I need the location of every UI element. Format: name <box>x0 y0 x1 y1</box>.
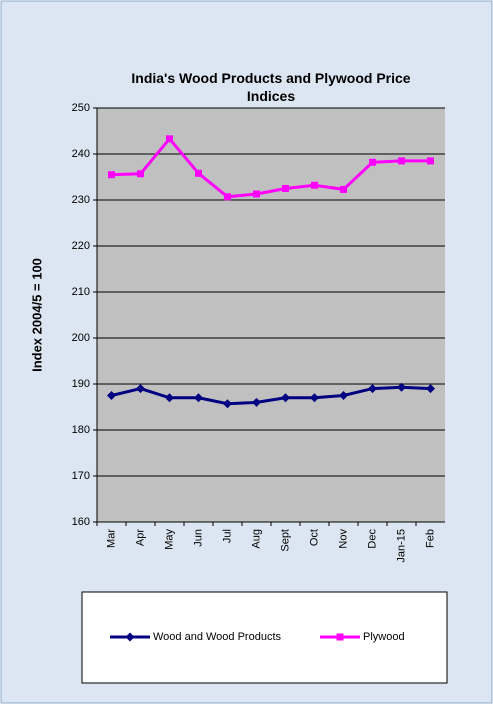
data-point <box>281 393 290 403</box>
y-axis-label: Index 2004/5 = 100 <box>29 258 44 372</box>
y-tick-label: 180 <box>72 424 90 436</box>
data-point <box>252 397 261 407</box>
data-point <box>398 157 405 165</box>
legend-box <box>81 591 448 684</box>
data-point <box>282 185 289 192</box>
data-point <box>253 190 260 198</box>
x-tick-label: May <box>163 529 175 550</box>
data-point <box>107 391 116 400</box>
y-tick-label: 160 <box>72 516 90 528</box>
y-tick-label: 200 <box>72 332 90 344</box>
data-point <box>397 382 406 392</box>
x-tick-label: Sept <box>279 529 291 552</box>
y-tick-label: 230 <box>72 194 90 206</box>
x-tick-label: Jan-15 <box>395 529 407 563</box>
series-line <box>111 136 431 199</box>
y-tick-label: 190 <box>72 378 90 390</box>
data-point <box>368 384 377 394</box>
data-point <box>311 181 318 189</box>
x-tick-label: Dec <box>366 529 378 549</box>
data-point <box>137 170 144 178</box>
plot-area <box>97 108 445 522</box>
data-point <box>136 384 145 394</box>
chart-title: India's Wood Products and Plywood Price I… <box>131 70 410 104</box>
data-point <box>340 185 347 193</box>
y-tick-label: 210 <box>72 286 90 298</box>
y-tick-label: 220 <box>72 240 90 252</box>
y-tick-label: 240 <box>72 148 90 160</box>
x-tick-label: Jul <box>221 529 233 543</box>
data-point <box>108 171 115 179</box>
data-point <box>166 135 173 143</box>
data-point <box>369 158 376 166</box>
legend-marker <box>125 632 135 642</box>
x-tick-label: Apr <box>134 529 146 546</box>
x-tick-label: Feb <box>424 529 436 548</box>
data-point <box>224 193 231 201</box>
data-point <box>194 393 203 403</box>
x-tick-label: Jun <box>192 529 204 547</box>
x-tick-label: Oct <box>308 529 320 546</box>
data-point <box>223 399 232 409</box>
x-tick-label: Aug <box>250 529 262 549</box>
x-tick-label: Nov <box>337 529 349 549</box>
y-tick-label: 170 <box>72 470 90 482</box>
data-point <box>426 384 435 394</box>
series-line <box>111 385 431 406</box>
data-point <box>427 157 434 165</box>
data-point <box>195 169 202 177</box>
data-point <box>339 391 348 400</box>
data-point <box>310 393 319 403</box>
y-tick-label: 250 <box>72 102 90 114</box>
legend-marker <box>336 633 344 641</box>
legend-label: Plywood <box>363 631 405 643</box>
x-tick-label: Mar <box>105 529 117 548</box>
data-point <box>165 393 174 403</box>
legend-label: Wood and Wood Products <box>153 631 282 643</box>
